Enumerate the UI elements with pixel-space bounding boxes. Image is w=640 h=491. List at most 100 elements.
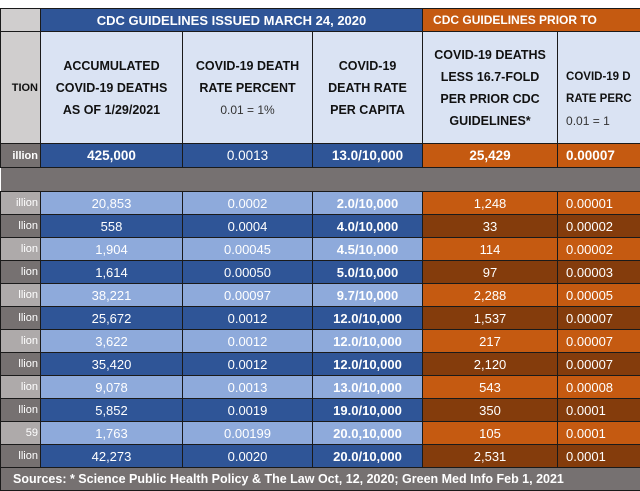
header-subnote: 0.01 = 1%	[183, 99, 312, 121]
rate-prior-cell: 0.00005	[558, 284, 640, 307]
per-capita-cell: 20.0,10,000	[313, 422, 423, 445]
rate-prior-cell: 0.00007	[558, 307, 640, 330]
rate-cell: 0.0013	[183, 376, 313, 399]
per-capita-cell: 4.0/10,000	[313, 215, 423, 238]
deaths-cell: 25,672	[41, 307, 183, 330]
deaths-cell: 1,763	[41, 422, 183, 445]
header-line: ACCUMULATED	[41, 55, 182, 77]
per-capita-cell: 2.0/10,000	[313, 192, 423, 215]
total-row: illion 425,000 0.0013 13.0/10,000 25,429…	[1, 144, 640, 168]
column-header-death-rate-per-capita: COVID-19 DEATH RATE PER CAPITA	[313, 32, 423, 144]
header-line: RATE PERCENT	[183, 77, 312, 99]
less-cell: 33	[423, 215, 558, 238]
row-label: illion	[1, 192, 41, 215]
per-capita-cell: 12.0/10,000	[313, 353, 423, 376]
group-header-cdc-prior: CDC GUIDELINES PRIOR TO	[423, 9, 640, 32]
less-cell: 350	[423, 399, 558, 422]
deaths-cell: 1,614	[41, 261, 183, 284]
total-label: illion	[1, 144, 41, 168]
per-capita-cell: 4.5/10,000	[313, 238, 423, 261]
header-line: DEATH RATE	[313, 77, 422, 99]
per-capita-cell: 12.0/10,000	[313, 307, 423, 330]
per-capita-cell: 5.0/10,000	[313, 261, 423, 284]
less-cell: 2,120	[423, 353, 558, 376]
column-header-prior-death-rate-percent: COVID-19 D RATE PERC 0.01 = 1	[558, 32, 640, 144]
rate-cell: 0.0019	[183, 399, 313, 422]
less-cell: 114	[423, 238, 558, 261]
rate-prior-cell: 0.0001	[558, 445, 640, 468]
row-label: llion	[1, 215, 41, 238]
deaths-cell: 20,853	[41, 192, 183, 215]
less-cell: 543	[423, 376, 558, 399]
column-header-deaths-less-16-7-fold: COVID-19 DEATHS LESS 16.7-FOLD PER PRIOR…	[423, 32, 558, 144]
row-label: llion	[1, 284, 41, 307]
header-line: LESS 16.7-FOLD	[423, 66, 557, 88]
per-capita-cell: 13.0/10,000	[313, 376, 423, 399]
group-header-cdc-march-2020: CDC GUIDELINES ISSUED MARCH 24, 2020	[41, 9, 423, 32]
row-label: llion	[1, 307, 41, 330]
rate-cell: 0.0002	[183, 192, 313, 215]
group-header-blank	[1, 9, 41, 32]
header-line: GUIDELINES*	[423, 110, 557, 132]
rate-prior-cell: 0.00007	[558, 353, 640, 376]
deaths-cell: 35,420	[41, 353, 183, 376]
total-rate: 0.0013	[183, 144, 313, 168]
header-line: PER PRIOR CDC	[423, 88, 557, 110]
row-label: lion	[1, 238, 41, 261]
separator	[1, 168, 640, 192]
deaths-cell: 3,622	[41, 330, 183, 353]
less-cell: 2,288	[423, 284, 558, 307]
row-label: llion	[1, 353, 41, 376]
rate-prior-cell: 0.00007	[558, 330, 640, 353]
per-capita-cell: 9.7/10,000	[313, 284, 423, 307]
total-per-capita: 13.0/10,000	[313, 144, 423, 168]
rate-cell: 0.00050	[183, 261, 313, 284]
per-capita-cell: 12.0/10,000	[313, 330, 423, 353]
rate-cell: 0.00097	[183, 284, 313, 307]
separator-row	[1, 168, 640, 192]
header-line: RATE PERC	[566, 88, 640, 110]
less-cell: 97	[423, 261, 558, 284]
rate-prior-cell: 0.00001	[558, 192, 640, 215]
rate-cell: 0.00199	[183, 422, 313, 445]
row-label: lion	[1, 376, 41, 399]
sources-row: Sources: * Science Public Health Policy …	[1, 468, 640, 491]
deaths-cell: 9,078	[41, 376, 183, 399]
row-label: lion	[1, 330, 41, 353]
rate-prior-cell: 0.00008	[558, 376, 640, 399]
less-cell: 105	[423, 422, 558, 445]
per-capita-cell: 20.0/10,000	[313, 445, 423, 468]
header-line: PER CAPITA	[313, 99, 422, 121]
per-capita-cell: 19.0/10,000	[313, 399, 423, 422]
header-line: COVID-19 DEATHS	[423, 44, 557, 66]
row-label: lion	[1, 261, 41, 284]
row-label: llion	[1, 445, 41, 468]
sources-text: Sources: * Science Public Health Policy …	[1, 468, 640, 491]
rate-prior-cell: 0.0001	[558, 399, 640, 422]
total-rate-prior: 0.00007	[558, 144, 640, 168]
column-header-accumulated-deaths: ACCUMULATED COVID-19 DEATHS AS OF 1/29/2…	[41, 32, 183, 144]
total-less: 25,429	[423, 144, 558, 168]
rate-prior-cell: 0.00003	[558, 261, 640, 284]
header-line: COVID-19 DEATH	[183, 55, 312, 77]
less-cell: 217	[423, 330, 558, 353]
rate-cell: 0.0012	[183, 307, 313, 330]
deaths-cell: 558	[41, 215, 183, 238]
row-label: llion	[1, 399, 41, 422]
header-line: COVID-19 DEATHS	[41, 77, 182, 99]
row-label: 59	[1, 422, 41, 445]
rate-cell: 0.0020	[183, 445, 313, 468]
deaths-cell: 1,904	[41, 238, 183, 261]
rate-prior-cell: 0.0001	[558, 422, 640, 445]
less-cell: 1,537	[423, 307, 558, 330]
